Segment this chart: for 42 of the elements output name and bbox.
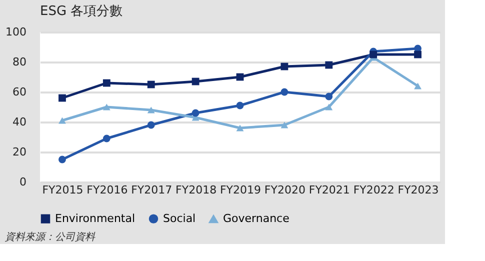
- point: [147, 121, 155, 129]
- point: [370, 50, 378, 58]
- x-tick-label: FY2017: [131, 184, 172, 196]
- x-tick-label: FY2023: [398, 184, 439, 196]
- legend-label: Governance: [223, 212, 290, 226]
- point: [414, 82, 422, 90]
- point: [102, 134, 110, 142]
- y-tick-label: 80: [12, 56, 26, 68]
- point: [280, 122, 288, 128]
- point: [147, 106, 155, 114]
- point: [325, 92, 333, 100]
- x-tick-label: FY2020: [264, 184, 306, 196]
- point: [102, 79, 110, 87]
- point: [236, 124, 244, 132]
- legend-label: Environmental: [55, 212, 136, 225]
- point: [236, 102, 244, 110]
- source-note: 資料來源：公司資料: [5, 231, 96, 243]
- point: [192, 109, 200, 117]
- point: [102, 104, 110, 110]
- point: [58, 117, 66, 124]
- y-tick-label: 0: [20, 176, 26, 188]
- point: [414, 50, 422, 58]
- point: [192, 78, 200, 86]
- x-tick-label: FY2018: [176, 184, 217, 196]
- x-tick-label: FY2021: [308, 184, 350, 196]
- point: [58, 94, 66, 102]
- point: [147, 80, 155, 88]
- point: [58, 156, 66, 164]
- x-tick-label: FY2015: [42, 184, 84, 196]
- y-tick-label: 100: [6, 26, 26, 38]
- point: [280, 88, 288, 96]
- point: [325, 104, 333, 110]
- y-tick-label: 20: [12, 146, 26, 158]
- point: [280, 62, 288, 70]
- point: [325, 61, 333, 69]
- y-tick-label: 40: [12, 116, 26, 128]
- y-tick-label: 60: [12, 86, 26, 98]
- legend-label: Social: [163, 212, 196, 225]
- x-tick-label: FY2016: [86, 184, 128, 196]
- x-tick-label: FY2022: [353, 184, 394, 196]
- chart-title: ESG 各項分數: [40, 4, 123, 19]
- x-tick-label: FY2019: [220, 184, 262, 196]
